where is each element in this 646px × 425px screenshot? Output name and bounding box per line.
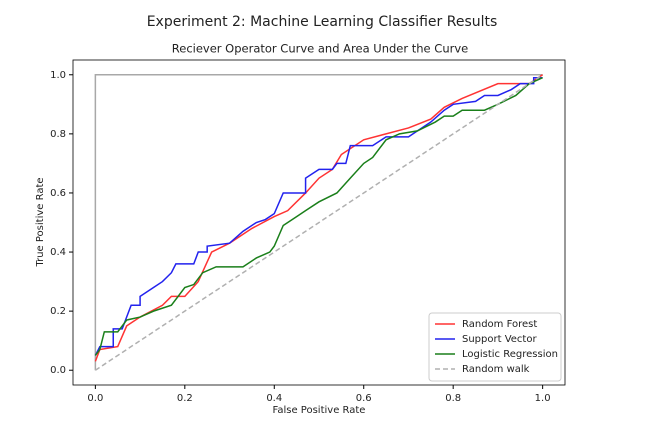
x-tick-label: 0.4 bbox=[266, 393, 282, 404]
series-line bbox=[94, 76, 543, 356]
x-tick-label: 0.6 bbox=[356, 393, 372, 404]
series-line bbox=[94, 77, 543, 356]
plot-frame bbox=[72, 59, 566, 386]
y-tick-label: 1.0 bbox=[50, 70, 66, 81]
legend-label: Random walk bbox=[462, 364, 530, 375]
series-line bbox=[94, 74, 544, 371]
x-axis-label: False Positive Rate bbox=[273, 405, 366, 416]
y-axis-label: True Positive Rate bbox=[35, 177, 46, 267]
y-tick-label: 0.6 bbox=[50, 188, 66, 199]
y-tick-label: 0.8 bbox=[50, 129, 66, 140]
y-tick-label: 0.2 bbox=[50, 306, 66, 317]
x-tick-label: 0.2 bbox=[177, 393, 193, 404]
suptitle: Experiment 2: Machine Learning Classifie… bbox=[147, 14, 498, 30]
y-tick-label: 0.4 bbox=[50, 247, 66, 258]
x-tick-label: 1.0 bbox=[535, 393, 551, 404]
legend-label: Logistic Regression bbox=[462, 349, 558, 360]
chart-title: Reciever Operator Curve and Area Under t… bbox=[172, 42, 468, 56]
series-line bbox=[94, 74, 543, 371]
legend-box bbox=[428, 312, 562, 382]
x-tick-label: 0.0 bbox=[87, 393, 103, 404]
legend-label: Random Forest bbox=[462, 319, 537, 330]
x-tick-label: 0.8 bbox=[445, 393, 461, 404]
y-tick-label: 0.0 bbox=[50, 365, 66, 376]
legend-label: Support Vector bbox=[462, 334, 537, 345]
